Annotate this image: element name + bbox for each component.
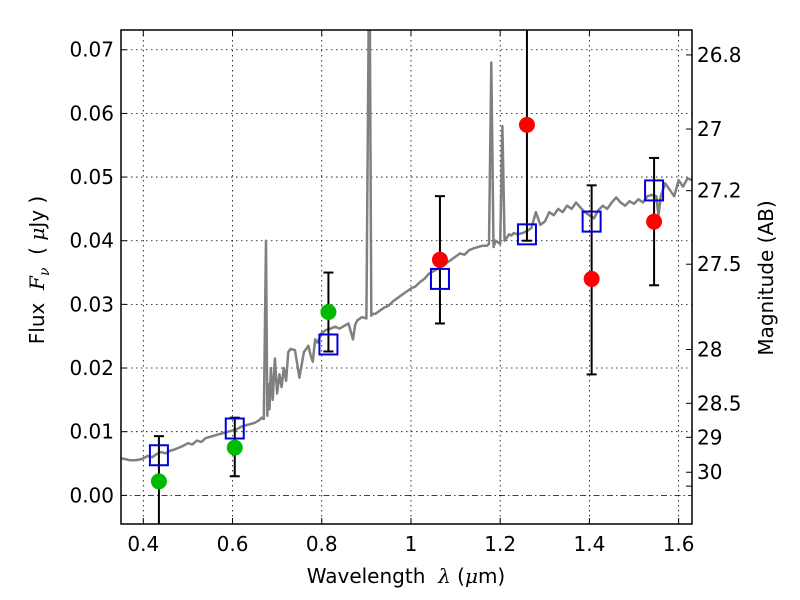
y2-tick-label: 28 — [697, 338, 722, 362]
axes-frame — [120, 29, 693, 525]
green-data-point — [226, 439, 243, 456]
model-square-marker — [644, 179, 665, 202]
y-axis-label-mu: μ — [25, 228, 49, 241]
x-axis-label-lambda: λ — [437, 564, 451, 588]
y-axis-label: Flux Fν ( μJy ) — [25, 196, 53, 344]
x-tick-label: 0.6 — [217, 532, 249, 556]
y-tick-label: 0.07 — [69, 38, 114, 62]
model-square-marker — [581, 210, 602, 233]
y2-tick-label: 26.8 — [697, 43, 742, 67]
y2-tick-label: 27 — [697, 117, 722, 141]
green-data-point — [320, 304, 337, 321]
y-axis-label-nu: ν — [37, 267, 53, 276]
x-tick-label: 1.6 — [663, 532, 695, 556]
model-square-marker — [516, 223, 537, 246]
y2-axis-label: Magnitude (AB) — [754, 200, 778, 355]
model-square-marker — [429, 267, 450, 290]
model-square-marker — [224, 417, 245, 440]
ticks: 0.4 0.6 0.8 1 1.2 1.4 1.6 0.00 0.01 0.02 0.03 0.04 0… — [69, 30, 742, 556]
plot-area — [121, 30, 692, 524]
y2-tick-label: 30 — [697, 460, 722, 484]
green-data-point — [150, 473, 167, 490]
y-tick-label: 0.06 — [69, 101, 114, 125]
y-tick-label: 0.05 — [69, 165, 114, 189]
y-tick-label: 0.00 — [69, 483, 114, 507]
y-tick-label: 0.04 — [69, 229, 114, 253]
model-square-marker — [318, 333, 339, 356]
y2-tick-label: 28.5 — [697, 391, 742, 415]
x-tick-label: 1.2 — [484, 532, 516, 556]
x-axis-label-unit: m) — [478, 564, 505, 588]
y-axis-label-unit: Jy ) — [25, 196, 49, 230]
y-tick-label: 0.02 — [69, 356, 114, 380]
red-data-point — [431, 251, 448, 268]
y-tick-label: 0.01 — [69, 420, 114, 444]
model-square-marker — [148, 444, 169, 467]
spectrum-line — [121, 30, 692, 462]
x-tick-label: 1 — [405, 532, 418, 556]
x-tick-label: 0.8 — [306, 532, 338, 556]
x-axis-label-prefix: Wavelength — [307, 564, 438, 588]
grid — [121, 30, 692, 524]
red-data-point — [518, 116, 535, 133]
y-axis-label-prefix: Flux — [25, 290, 49, 344]
x-axis-label-mu: μ — [465, 564, 478, 588]
red-data-point — [646, 213, 663, 230]
red-data-point — [583, 270, 600, 287]
x-tick-label: 0.4 — [127, 532, 159, 556]
y-tick-label: 0.03 — [69, 292, 114, 316]
y-axis-label-open: ( — [25, 241, 49, 268]
y2-tick-label: 27.5 — [697, 252, 742, 276]
y-axis-label-f: F — [25, 275, 49, 291]
x-axis-label-open: ( — [451, 564, 465, 588]
y2-tick-label: 27.2 — [697, 179, 742, 203]
x-axis-label: Wavelength λ (μm) — [307, 564, 506, 588]
y2-tick-label: 29 — [697, 425, 722, 449]
x-tick-label: 1.4 — [573, 532, 605, 556]
